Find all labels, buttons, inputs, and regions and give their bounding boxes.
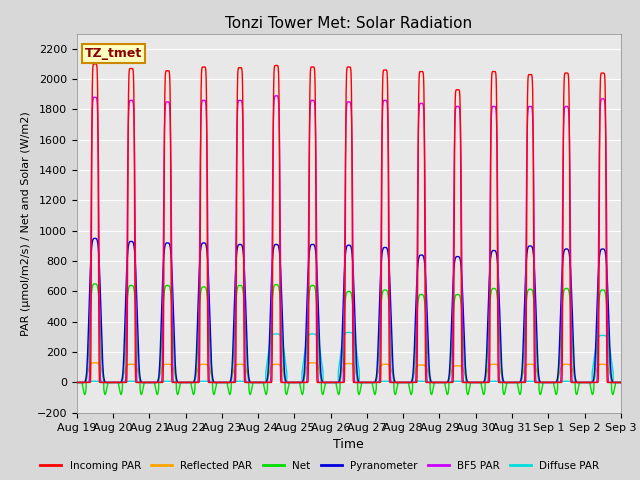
- X-axis label: Time: Time: [333, 438, 364, 451]
- Y-axis label: PAR (μmol/m2/s) / Net and Solar (W/m2): PAR (μmol/m2/s) / Net and Solar (W/m2): [21, 111, 31, 336]
- Text: TZ_tmet: TZ_tmet: [85, 47, 142, 60]
- Legend: Incoming PAR, Reflected PAR, Net, Pyranometer, BF5 PAR, Diffuse PAR: Incoming PAR, Reflected PAR, Net, Pyrano…: [36, 456, 604, 475]
- Title: Tonzi Tower Met: Solar Radiation: Tonzi Tower Met: Solar Radiation: [225, 16, 472, 31]
